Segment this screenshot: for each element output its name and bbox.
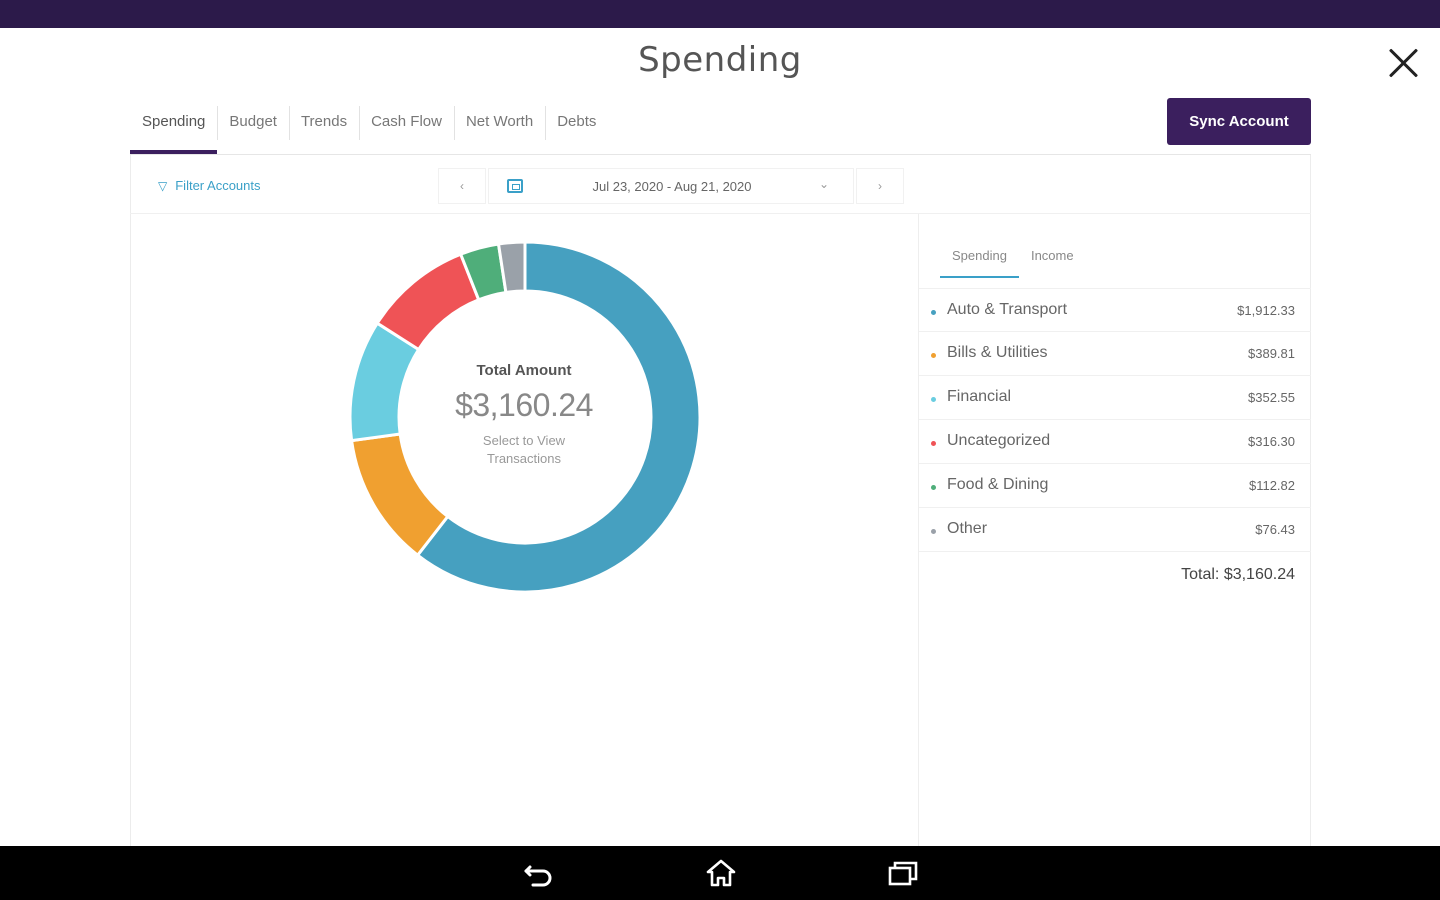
next-period-button[interactable]: › xyxy=(856,168,904,204)
category-name: Auto & Transport xyxy=(947,301,1068,318)
category-dot xyxy=(931,485,936,490)
tab-budget[interactable]: Budget xyxy=(217,100,289,154)
previous-period-button[interactable]: ‹ xyxy=(438,168,486,204)
select-hint: Select to View Transactions xyxy=(404,432,644,468)
close-icon[interactable] xyxy=(1384,44,1422,82)
category-value: $76.43 xyxy=(1255,522,1295,537)
category-dot xyxy=(931,529,936,534)
total-amount-label: Total Amount xyxy=(476,362,572,379)
donut-center: Total Amount $3,160.24 Select to View Tr… xyxy=(404,362,644,468)
category-name: Other xyxy=(947,520,988,537)
category-name: Food & Dining xyxy=(947,476,1049,493)
filter-accounts-button[interactable]: ▽ Filter Accounts xyxy=(158,178,261,193)
sync-account-button[interactable]: Sync Account xyxy=(1167,98,1311,145)
category-value: $316.30 xyxy=(1248,434,1295,449)
category-name: Bills & Utilities xyxy=(947,344,1048,361)
category-dot xyxy=(931,397,936,402)
category-row[interactable]: Other $76.43 xyxy=(919,508,1311,552)
date-range-label: Jul 23, 2020 - Aug 21, 2020 xyxy=(592,179,752,194)
category-row[interactable]: Bills & Utilities $389.81 xyxy=(919,332,1311,376)
category-value: $112.82 xyxy=(1248,478,1295,493)
select-hint-line2: Transactions xyxy=(487,451,561,466)
category-value: $352.55 xyxy=(1248,390,1295,405)
calendar-icon xyxy=(507,179,523,193)
chevron-left-icon: ‹ xyxy=(460,179,464,193)
main-panel xyxy=(130,155,1311,847)
category-value: $1,912.33 xyxy=(1237,303,1295,318)
select-hint-line1: Select to View xyxy=(482,433,566,448)
tab-breakdown-income[interactable]: Income xyxy=(1030,248,1074,263)
back-icon[interactable] xyxy=(521,858,557,888)
donut-slice-other[interactable] xyxy=(496,240,527,295)
date-navigator: ‹ Jul 23, 2020 - Aug 21, 2020 ⌄ › xyxy=(438,168,904,204)
category-row[interactable]: Auto & Transport $1,912.33 xyxy=(919,288,1311,332)
category-row[interactable]: Uncategorized $316.30 xyxy=(919,420,1311,464)
tab-debts[interactable]: Debts xyxy=(545,100,608,154)
total-sum: Total: $3,160.24 xyxy=(1181,566,1295,583)
chevron-down-icon: ⌄ xyxy=(818,177,829,191)
tab-trends[interactable]: Trends xyxy=(288,100,359,154)
total-amount-value: $3,160.24 xyxy=(455,387,593,423)
tab-breakdown-spending[interactable]: Spending xyxy=(940,240,1019,278)
donut-slice-auto-transport[interactable] xyxy=(415,240,702,594)
recent-apps-icon[interactable] xyxy=(885,858,921,888)
tab-net-worth[interactable]: Net Worth xyxy=(453,100,545,154)
category-dot xyxy=(931,353,936,358)
panel-divider xyxy=(918,214,919,846)
category-row[interactable]: Financial $352.55 xyxy=(919,376,1311,420)
filter-accounts-label: Filter Accounts xyxy=(175,178,261,193)
tabs-divider xyxy=(130,154,1311,155)
date-range-selector[interactable]: Jul 23, 2020 - Aug 21, 2020 ⌄ xyxy=(488,168,854,204)
main-tabs: Spending Budget Trends Cash Flow Net Wor… xyxy=(130,100,608,154)
category-row[interactable]: Food & Dining $112.82 xyxy=(919,464,1311,508)
category-list: Auto & Transport $1,912.33 Bills & Utiliti… xyxy=(919,288,1311,552)
breakdown-tabs: Spending Income xyxy=(940,240,1086,278)
home-icon[interactable] xyxy=(703,858,739,888)
spending-donut-chart[interactable] xyxy=(340,232,710,602)
category-name: Financial xyxy=(947,388,1012,405)
category-dot xyxy=(931,310,936,315)
filter-bar: ▽ Filter Accounts ‹ Jul 23, 2020 - Aug 21… xyxy=(130,158,1311,214)
status-bar xyxy=(0,0,1440,28)
chevron-right-icon: › xyxy=(878,179,882,193)
filter-icon: ▽ xyxy=(158,179,168,193)
category-value: $389.81 xyxy=(1248,346,1295,361)
navigation-bar xyxy=(0,846,1440,900)
tab-spending[interactable]: Spending xyxy=(130,100,218,154)
category-dot xyxy=(931,441,936,446)
category-name: Uncategorized xyxy=(947,432,1051,449)
page-title: Spending xyxy=(638,40,802,80)
tab-cash-flow[interactable]: Cash Flow xyxy=(359,100,454,154)
